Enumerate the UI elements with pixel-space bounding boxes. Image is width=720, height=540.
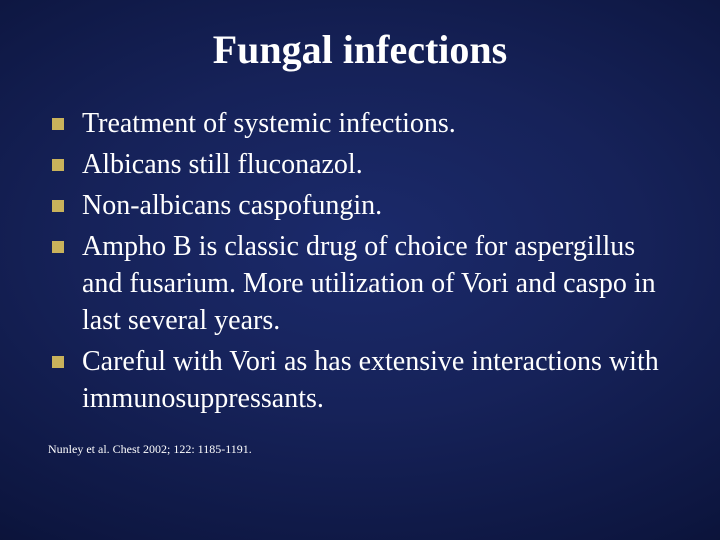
bullet-text: Albicans still fluconazol.: [82, 147, 672, 184]
bullet-icon: [52, 356, 64, 368]
bullet-icon: [52, 200, 64, 212]
bullet-icon: [52, 118, 64, 130]
list-item: Non-albicans caspofungin.: [52, 188, 672, 225]
citation-text: Nunley et al. Chest 2002; 122: 1185-1191…: [48, 442, 672, 457]
list-item: Ampho B is classic drug of choice for as…: [52, 229, 672, 340]
list-item: Treatment of systemic infections.: [52, 106, 672, 143]
bullet-text: Treatment of systemic infections.: [82, 106, 672, 143]
slide-title: Fungal infections: [48, 28, 672, 72]
bullet-text: Careful with Vori as has extensive inter…: [82, 344, 672, 418]
bullet-text: Ampho B is classic drug of choice for as…: [82, 229, 672, 340]
bullet-icon: [52, 241, 64, 253]
list-item: Albicans still fluconazol.: [52, 147, 672, 184]
bullet-icon: [52, 159, 64, 171]
bullet-list: Treatment of systemic infections. Albica…: [52, 106, 672, 418]
slide: Fungal infections Treatment of systemic …: [0, 0, 720, 540]
bullet-text: Non-albicans caspofungin.: [82, 188, 672, 225]
list-item: Careful with Vori as has extensive inter…: [52, 344, 672, 418]
